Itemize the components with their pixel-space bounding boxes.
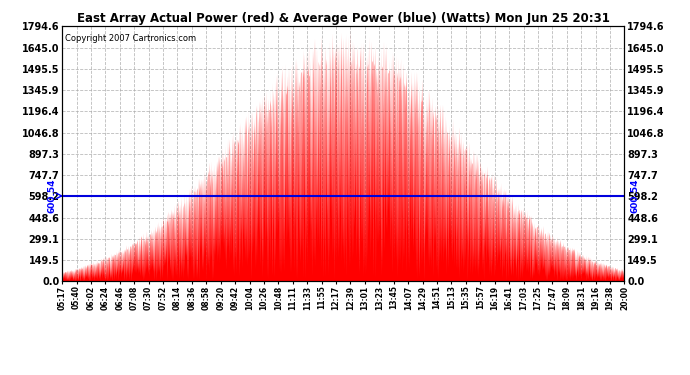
Text: 600.54: 600.54 [48,178,57,213]
Text: 600.54: 600.54 [630,178,639,213]
Text: Copyright 2007 Cartronics.com: Copyright 2007 Cartronics.com [65,34,196,43]
Title: East Array Actual Power (red) & Average Power (blue) (Watts) Mon Jun 25 20:31: East Array Actual Power (red) & Average … [77,12,610,25]
